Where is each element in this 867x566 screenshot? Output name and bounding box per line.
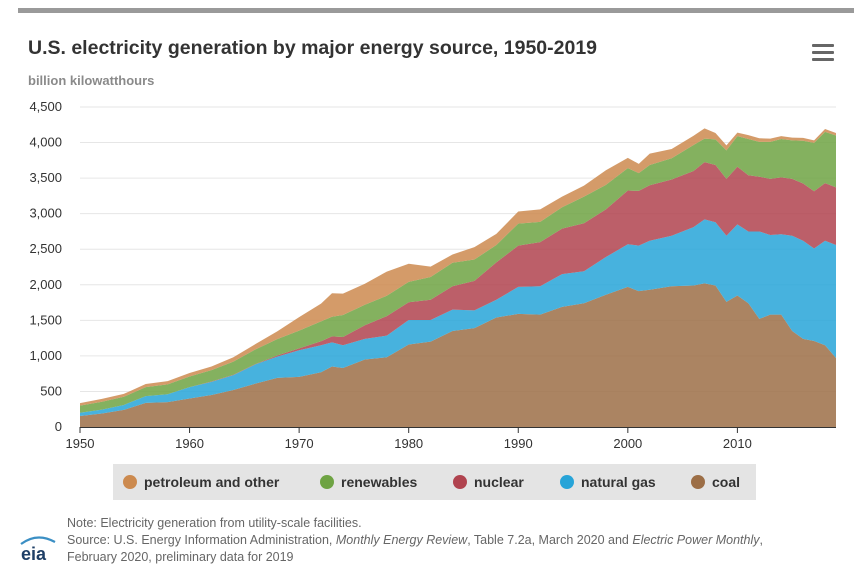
y-tick-label: 3,500 xyxy=(29,170,62,185)
source-prefix: Source: U.S. Energy Information Administ… xyxy=(67,533,336,547)
x-tick-label: 1970 xyxy=(285,436,314,451)
area-coal xyxy=(80,283,836,427)
note-line: Note: Electricity generation from utilit… xyxy=(67,516,362,530)
x-tick-label: 1960 xyxy=(175,436,204,451)
legend-swatch xyxy=(560,475,574,489)
y-tick-label: 500 xyxy=(40,383,62,398)
y-axis-unit-label: billion kilowatthours xyxy=(28,73,155,88)
legend-swatch xyxy=(123,475,137,489)
y-tick-label: 3,000 xyxy=(29,206,62,221)
legend-label: coal xyxy=(712,474,741,490)
x-tick-label: 1950 xyxy=(66,436,95,451)
x-tick-label: 1980 xyxy=(394,436,423,451)
y-tick-label: 2,000 xyxy=(29,277,62,292)
source-title-mer: Monthly Energy Review xyxy=(335,533,468,547)
legend-swatch xyxy=(320,475,334,489)
legend-swatch xyxy=(691,475,705,489)
source-title-epm: Electric Power Monthly xyxy=(632,533,760,547)
y-tick-label: 1,000 xyxy=(29,348,62,363)
area-nuclear xyxy=(80,162,836,413)
source-mid: , Table 7.2a, March 2020 and xyxy=(467,533,633,547)
legend-label: renewables xyxy=(341,474,418,490)
y-tick-label: 1,500 xyxy=(29,312,62,327)
source-line: Source: U.S. Energy Information Administ… xyxy=(67,532,763,549)
logo-swoosh xyxy=(20,536,56,545)
y-tick-label: 4,000 xyxy=(29,135,62,150)
y-tick-label: 0 xyxy=(55,419,62,434)
chart-notes: Note: Electricity generation from utilit… xyxy=(67,515,763,566)
menu-bar xyxy=(812,58,834,61)
y-tick-label: 2,500 xyxy=(29,241,62,256)
legend-label: nuclear xyxy=(474,474,524,490)
legend-swatch xyxy=(453,475,467,489)
source-suffix: , xyxy=(759,533,763,547)
legend-label: petroleum and other xyxy=(144,474,280,490)
chart-title: U.S. electricity generation by major ene… xyxy=(28,37,598,59)
area-petroleum-and-other xyxy=(80,128,836,406)
y-tick-label: 4,500 xyxy=(29,99,62,114)
logo-text: eia xyxy=(21,544,47,563)
area-natural-gas xyxy=(80,219,836,416)
menu-bar xyxy=(812,51,834,54)
source-line-2: February 2020, preliminary data for 2019 xyxy=(67,550,294,564)
chart-legend: petroleum and other renewables nuclear n… xyxy=(113,464,756,500)
x-tick-label: 2000 xyxy=(613,436,642,451)
menu-bar xyxy=(812,44,834,47)
legend-label: natural gas xyxy=(581,474,656,490)
top-border-bar xyxy=(18,8,854,13)
x-tick-label: 1990 xyxy=(504,436,533,451)
area-renewables xyxy=(80,131,836,413)
x-tick-label: 2010 xyxy=(723,436,752,451)
hamburger-menu-icon[interactable] xyxy=(812,44,834,64)
eia-logo-icon: eia xyxy=(20,536,56,563)
